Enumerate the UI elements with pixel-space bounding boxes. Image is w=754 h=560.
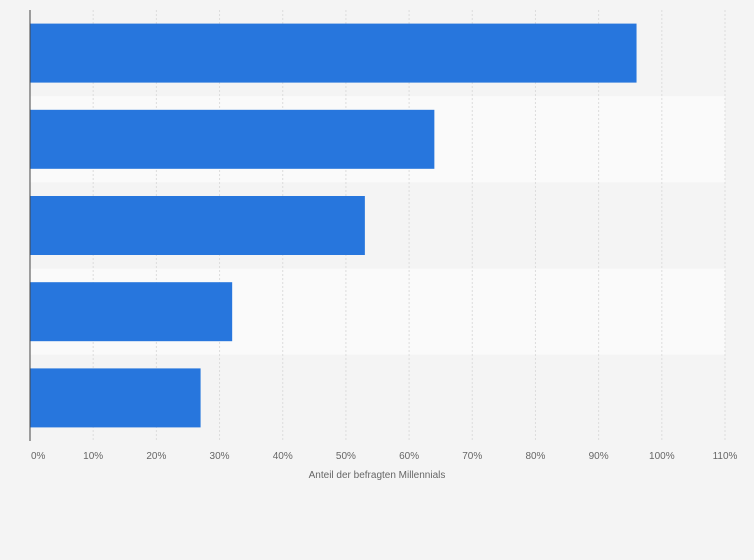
bars [30, 23, 637, 428]
bar[interactable] [30, 196, 365, 255]
bar[interactable] [30, 109, 435, 169]
x-tick-label: 90% [589, 451, 609, 462]
x-tick-label: 10% [83, 451, 103, 462]
x-tick-label: 60% [399, 451, 419, 462]
x-tick-label: 20% [146, 451, 166, 462]
bar[interactable] [30, 368, 201, 428]
x-tick-label: 30% [210, 451, 230, 462]
x-tick-labels: 0% 10% 20% 30% 40% 50% 60% 70% 80% 90% 100% 110% [31, 451, 738, 462]
x-tick-label: 50% [336, 451, 356, 462]
bar[interactable] [30, 23, 637, 83]
x-tick-label: 110% [713, 451, 738, 462]
x-tick-label: 0% [31, 451, 46, 462]
bar[interactable] [30, 282, 233, 342]
x-axis-title: Anteil der befragten Millennials [309, 470, 446, 481]
x-tick-label: 70% [462, 451, 482, 462]
x-tick-label: 100% [649, 451, 675, 462]
x-tick-label: 40% [273, 451, 293, 462]
x-tick-label: 80% [525, 451, 545, 462]
